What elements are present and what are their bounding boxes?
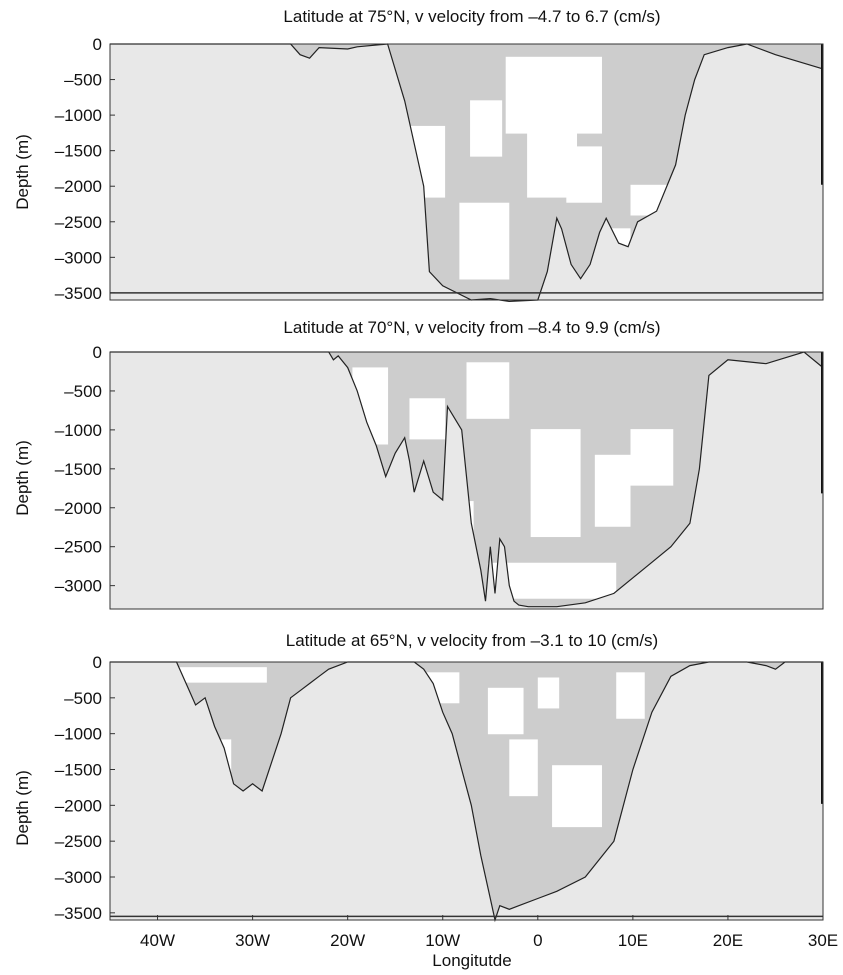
panel-70N: Latitude at 70°N, v velocity from –8.4 t… — [13, 318, 824, 610]
axes-frame — [109, 661, 824, 921]
y-tick-label: –2500 — [55, 213, 102, 232]
y-tick-label: –2000 — [55, 796, 102, 815]
y-axis-label: Depth (m) — [13, 770, 32, 846]
x-tick-label: 30W — [235, 931, 270, 950]
axes-frame — [109, 351, 824, 610]
y-tick-label: –2500 — [55, 538, 102, 557]
velocity-negative-patch — [509, 739, 538, 797]
velocity-negative-patch — [616, 672, 645, 719]
x-tick-label: 30E — [808, 931, 838, 950]
bathymetry-line — [110, 351, 824, 608]
bathymetry-line — [110, 43, 824, 303]
x-tick-label: 0 — [533, 931, 542, 950]
y-tick-label: –3000 — [55, 248, 102, 267]
x-axis-label: Longitutde — [432, 951, 511, 970]
panel-title: Latitude at 70°N, v velocity from –8.4 t… — [283, 318, 660, 337]
y-tick-label: –500 — [64, 382, 102, 401]
velocity-negative-patch — [530, 429, 581, 538]
velocity-negative-patch — [487, 687, 524, 735]
y-tick-label: –2000 — [55, 499, 102, 518]
y-tick-label: –1500 — [55, 460, 102, 479]
panel-65N: Latitude at 65°N, v velocity from –3.1 t… — [13, 631, 838, 970]
y-tick-label: –3500 — [55, 904, 102, 923]
velocity-negative-patch — [552, 765, 602, 828]
panel-title: Latitude at 65°N, v velocity from –3.1 t… — [286, 631, 658, 650]
velocity-negative-patch — [459, 202, 510, 280]
velocity-negative-patch — [470, 100, 503, 157]
y-tick-label: –500 — [64, 689, 102, 708]
velocity-negative-patch — [566, 146, 602, 203]
bathymetry-line — [110, 661, 823, 923]
y-tick-label: –3000 — [55, 868, 102, 887]
y-tick-label: –500 — [64, 71, 102, 90]
y-axis-label: Depth (m) — [13, 440, 32, 516]
y-axis-label: Depth (m) — [13, 134, 32, 210]
x-tick-label: 20E — [713, 931, 743, 950]
velocity-negative-patch — [466, 362, 510, 419]
x-tick-label: 20W — [330, 931, 365, 950]
y-tick-label: –1000 — [55, 421, 102, 440]
y-tick-label: –1500 — [55, 761, 102, 780]
x-tick-label: 10E — [618, 931, 648, 950]
axes-frame — [109, 43, 824, 301]
y-tick-label: –1500 — [55, 142, 102, 161]
y-tick-label: –3000 — [55, 577, 102, 596]
velocity-negative-patch — [409, 398, 446, 440]
velocity-negative-patch — [594, 454, 631, 527]
y-tick-label: 0 — [93, 343, 102, 362]
x-tick-label: 40W — [140, 931, 175, 950]
y-tick-label: –1000 — [55, 725, 102, 744]
y-tick-label: –3500 — [55, 284, 102, 303]
y-tick-label: –2500 — [55, 832, 102, 851]
x-tick-label: 10W — [425, 931, 460, 950]
panel-title: Latitude at 75°N, v velocity from –4.7 t… — [283, 7, 660, 26]
velocity-negative-patch — [630, 429, 674, 486]
y-tick-label: –1000 — [55, 106, 102, 125]
y-tick-label: –2000 — [55, 177, 102, 196]
velocity-negative-patch — [167, 667, 267, 683]
y-tick-label: 0 — [93, 35, 102, 54]
velocity-negative-patch — [537, 677, 560, 709]
panel-75N: Latitude at 75°N, v velocity from –4.7 t… — [13, 7, 824, 303]
y-tick-label: 0 — [93, 653, 102, 672]
